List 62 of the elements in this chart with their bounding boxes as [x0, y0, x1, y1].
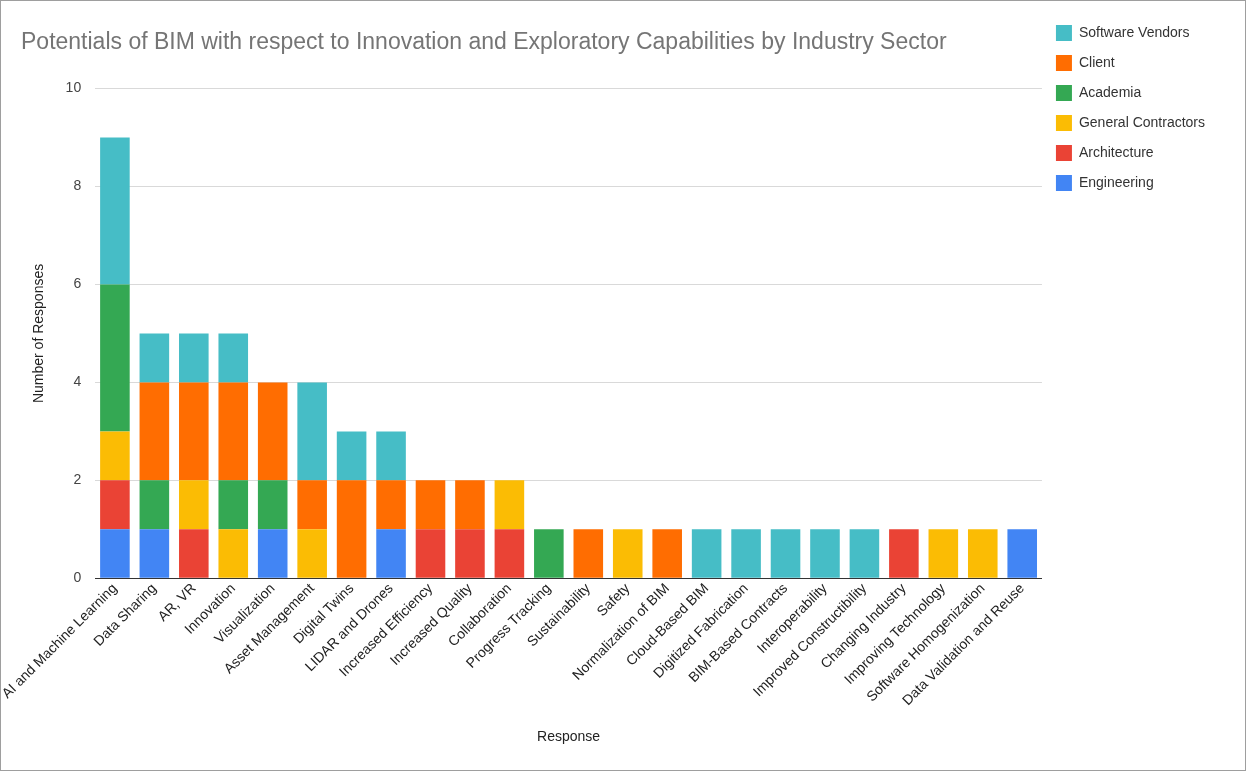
- bar: [731, 529, 761, 578]
- bar: [494, 529, 525, 578]
- bar: [179, 382, 209, 481]
- bar: [534, 529, 564, 578]
- bar: [218, 529, 249, 578]
- bar: [218, 480, 249, 530]
- y-tick-label: 2: [73, 471, 82, 488]
- bar: [139, 382, 170, 481]
- bar: [336, 480, 367, 578]
- bar: [100, 137, 130, 285]
- y-tick-label: 6: [73, 275, 82, 292]
- bar: [967, 529, 998, 578]
- bar: [810, 529, 840, 578]
- bar: [573, 529, 604, 578]
- legend-label: Software Vendors: [1078, 23, 1190, 40]
- bar: [376, 431, 406, 481]
- bar: [494, 480, 525, 530]
- bar: [889, 529, 919, 578]
- chart-title: Potentials of BIM with respect to Innovation and Exploratory Capabilities by Industry Sector: [21, 28, 947, 55]
- bar: [376, 480, 406, 530]
- bar: [770, 529, 801, 578]
- bar: [257, 529, 288, 578]
- bar: [257, 480, 288, 530]
- bar: [139, 333, 170, 383]
- bar: [100, 284, 130, 432]
- y-tick-label: 4: [73, 373, 82, 390]
- bar: [179, 333, 209, 383]
- bar: [849, 529, 880, 578]
- legend-label: Client: [1078, 53, 1115, 70]
- bar: [612, 529, 643, 578]
- bar: [336, 431, 367, 481]
- y-tick-label: 8: [73, 177, 82, 194]
- y-tick-label: 10: [65, 79, 82, 96]
- bar: [139, 480, 170, 530]
- bar: [455, 529, 485, 578]
- bar: [139, 529, 170, 578]
- legend-label: Academia: [1078, 83, 1142, 100]
- bar: [691, 529, 722, 578]
- bar: [257, 382, 288, 481]
- bar: [415, 529, 446, 578]
- x-axis-title: Response: [537, 728, 601, 745]
- bar: [297, 480, 327, 530]
- y-tick-label: 0: [73, 569, 82, 586]
- legend-label: Architecture: [1078, 143, 1154, 160]
- bar: [297, 382, 327, 481]
- bar: [100, 431, 130, 481]
- legend-label: General Contractors: [1078, 113, 1206, 130]
- bar: [179, 480, 209, 530]
- y-axis-title: Number of Responses: [30, 263, 47, 404]
- bar: [100, 480, 130, 530]
- bar: [179, 529, 209, 578]
- bar: [928, 529, 959, 578]
- bar: [297, 529, 327, 578]
- bar: [218, 382, 249, 481]
- bar: [1007, 529, 1038, 578]
- bar: [455, 480, 485, 530]
- bar: [415, 480, 446, 530]
- bar: [652, 529, 682, 578]
- bar: [376, 529, 406, 578]
- bar: [100, 529, 130, 578]
- bar: [218, 333, 249, 383]
- legend-label: Engineering: [1078, 173, 1154, 190]
